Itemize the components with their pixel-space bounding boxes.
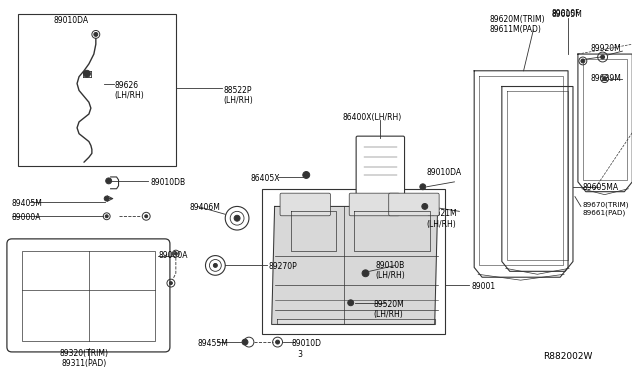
Polygon shape xyxy=(271,206,438,324)
FancyBboxPatch shape xyxy=(7,239,170,352)
Text: 89605M: 89605M xyxy=(551,10,582,19)
Circle shape xyxy=(276,340,280,344)
Polygon shape xyxy=(276,320,435,324)
Circle shape xyxy=(420,184,426,190)
Text: 89001: 89001 xyxy=(471,282,495,291)
Text: 89605MA: 89605MA xyxy=(583,183,619,192)
Circle shape xyxy=(600,55,605,59)
Text: 89621M
(LH/RH): 89621M (LH/RH) xyxy=(427,209,458,229)
Circle shape xyxy=(213,263,218,267)
Text: 89010DB: 89010DB xyxy=(150,178,186,187)
Text: 89455M: 89455M xyxy=(198,339,228,348)
Circle shape xyxy=(242,339,248,345)
FancyBboxPatch shape xyxy=(388,193,439,216)
Text: 89626
(LH/RH): 89626 (LH/RH) xyxy=(115,81,145,100)
Text: 89010DA: 89010DA xyxy=(427,168,462,177)
Circle shape xyxy=(422,203,428,209)
Polygon shape xyxy=(502,87,573,271)
Polygon shape xyxy=(578,54,632,192)
Circle shape xyxy=(234,215,240,221)
Circle shape xyxy=(145,215,148,218)
Circle shape xyxy=(94,32,98,36)
Text: 89405M: 89405M xyxy=(12,199,43,208)
Circle shape xyxy=(105,215,108,218)
Text: 88522P
(LH/RH): 88522P (LH/RH) xyxy=(223,86,253,105)
FancyBboxPatch shape xyxy=(356,136,404,198)
Text: 89520M
(LH/RH): 89520M (LH/RH) xyxy=(373,300,404,319)
Text: 89000A: 89000A xyxy=(12,213,42,222)
Polygon shape xyxy=(474,71,568,277)
Circle shape xyxy=(362,270,369,277)
Text: 89010B
(LH/RH): 89010B (LH/RH) xyxy=(376,260,405,280)
Circle shape xyxy=(106,178,111,184)
Bar xyxy=(22,251,155,341)
Text: 89000A: 89000A xyxy=(158,251,188,260)
Text: 89270P: 89270P xyxy=(269,263,298,272)
Text: 89670(TRIM)
89661(PAD): 89670(TRIM) 89661(PAD) xyxy=(583,202,629,215)
Circle shape xyxy=(104,196,109,201)
Text: 86405X: 86405X xyxy=(251,174,280,183)
Circle shape xyxy=(581,59,585,63)
Circle shape xyxy=(348,300,354,306)
Circle shape xyxy=(170,282,172,285)
Text: 86400X(LH/RH): 86400X(LH/RH) xyxy=(343,113,402,122)
Text: R882002W: R882002W xyxy=(543,352,593,361)
Text: 89010D
   3: 89010D 3 xyxy=(291,339,321,359)
Text: 89010DA: 89010DA xyxy=(53,16,88,25)
Circle shape xyxy=(174,252,177,255)
Text: 89406M: 89406M xyxy=(189,203,221,212)
Text: 89920M: 89920M xyxy=(591,44,621,53)
Text: 89620M(TRIM)
89611M(PAD): 89620M(TRIM) 89611M(PAD) xyxy=(489,15,545,34)
Bar xyxy=(262,189,445,334)
Bar xyxy=(18,14,176,166)
FancyBboxPatch shape xyxy=(280,193,330,216)
Circle shape xyxy=(303,171,310,179)
Circle shape xyxy=(83,70,90,77)
FancyBboxPatch shape xyxy=(349,193,399,216)
Text: 89320(TRIM)
89311(PAD): 89320(TRIM) 89311(PAD) xyxy=(60,349,108,368)
Circle shape xyxy=(603,77,607,81)
Text: 89639M: 89639M xyxy=(591,74,621,83)
Text: 89010F: 89010F xyxy=(551,9,580,18)
